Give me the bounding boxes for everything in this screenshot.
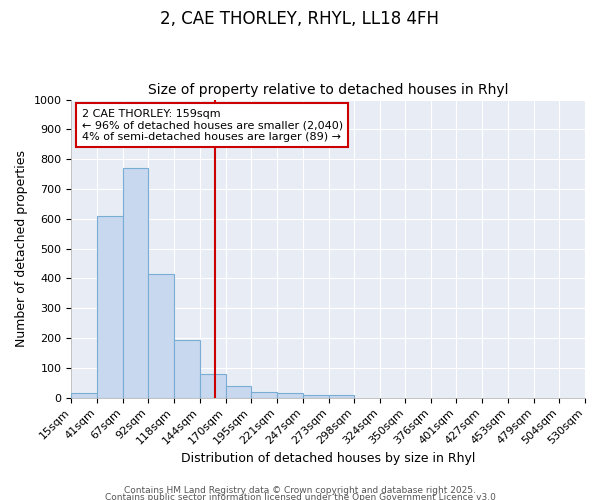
Text: 2, CAE THORLEY, RHYL, LL18 4FH: 2, CAE THORLEY, RHYL, LL18 4FH: [161, 10, 439, 28]
Bar: [148, 274, 174, 398]
Title: Size of property relative to detached houses in Rhyl: Size of property relative to detached ho…: [148, 83, 508, 97]
Bar: [200, 374, 226, 398]
Bar: [251, 392, 277, 398]
Bar: [329, 395, 353, 398]
Bar: [123, 168, 148, 398]
Bar: [174, 340, 200, 398]
Bar: [97, 216, 123, 398]
Bar: [303, 395, 329, 398]
Bar: [277, 394, 303, 398]
Y-axis label: Number of detached properties: Number of detached properties: [15, 150, 28, 347]
Text: Contains public sector information licensed under the Open Government Licence v3: Contains public sector information licen…: [104, 494, 496, 500]
Text: Contains HM Land Registry data © Crown copyright and database right 2025.: Contains HM Land Registry data © Crown c…: [124, 486, 476, 495]
X-axis label: Distribution of detached houses by size in Rhyl: Distribution of detached houses by size …: [181, 452, 475, 465]
Bar: [226, 386, 251, 398]
Text: 2 CAE THORLEY: 159sqm
← 96% of detached houses are smaller (2,040)
4% of semi-de: 2 CAE THORLEY: 159sqm ← 96% of detached …: [82, 108, 343, 142]
Bar: [71, 394, 97, 398]
